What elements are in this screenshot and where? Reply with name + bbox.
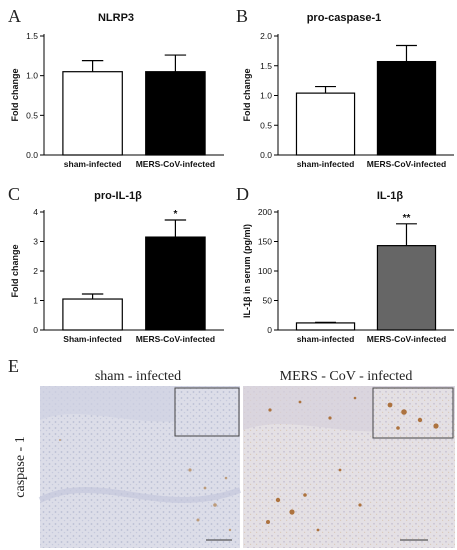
significance-marker: * — [173, 209, 177, 220]
bar — [145, 71, 206, 156]
panel-e: E sham - infected MERS - CoV - infected … — [8, 356, 455, 548]
y-tick-label: 150 — [258, 237, 272, 247]
x-tick-label: sham-infected — [297, 159, 355, 169]
bar — [145, 236, 206, 331]
x-tick-label: MERS-CoV-infected — [136, 334, 215, 344]
x-tick-label: MERS-CoV-infected — [136, 159, 215, 169]
y-tick-label: 100 — [258, 266, 272, 276]
y-tick-label: 0.0 — [260, 150, 272, 160]
bar — [376, 245, 437, 331]
y-tick-label: 4 — [33, 207, 38, 217]
x-tick-label: MERS-CoV-infected — [367, 159, 446, 169]
panel-letter-e: E — [8, 356, 19, 376]
y-axis-label: Fold change — [242, 68, 252, 121]
bar — [62, 71, 123, 156]
panel-letter-b: B — [236, 6, 248, 26]
chart-a: NLRP3 Fold change 0.0 0.5 1.0 1.5 sham-infecte… — [10, 12, 224, 169]
y-tick-label: 0.5 — [260, 120, 272, 130]
panel-d: D IL-1β IL-1β in serum (pg/ml) 0 50 100 150 20… — [236, 184, 454, 344]
panel-c: C pro-IL-1β Fold change 0 1 2 3 4 Sham-infected… — [8, 184, 224, 344]
image-label-mers: MERS - CoV - infected — [280, 369, 413, 384]
x-tick-label: Sham-infected — [63, 334, 122, 344]
panel-letter-c: C — [8, 184, 20, 204]
stain-dots-mers — [266, 396, 439, 532]
y-tick-label: 2 — [33, 266, 38, 276]
chart-title: pro-IL-1β — [94, 190, 142, 202]
micrograph-sham — [38, 386, 242, 548]
bar — [295, 322, 356, 331]
panel-b: B pro-caspase-1 Fold change 0.0 0.5 1.0 1.5 2.… — [236, 6, 454, 169]
chart-c: pro-IL-1β Fold change 0 1 2 3 4 Sham-infected ME… — [10, 190, 224, 344]
y-tick-label: 0.0 — [26, 150, 38, 160]
chart-title: pro-caspase-1 — [307, 12, 382, 24]
bar — [376, 60, 437, 156]
x-tick-label: sham-infected — [64, 159, 122, 169]
panel-letter-d: D — [236, 184, 249, 204]
bar — [62, 298, 123, 331]
y-axis-label: Fold change — [10, 68, 20, 121]
y-tick-label: 200 — [258, 207, 272, 217]
y-tick-label: 1.0 — [260, 91, 272, 101]
y-tick-label: 1 — [33, 296, 38, 306]
image-label-sham: sham - infected — [95, 369, 181, 384]
y-tick-label: 50 — [263, 296, 273, 306]
stain-dots-sham — [59, 439, 232, 532]
y-tick-label: 0 — [33, 325, 38, 335]
chart-d: IL-1β IL-1β in serum (pg/ml) 0 50 100 150 200 s… — [242, 190, 454, 344]
panel-a: A NLRP3 Fold change 0.0 0.5 1.0 1.5 sham-infec… — [8, 6, 224, 169]
bar — [295, 92, 356, 156]
y-tick-label: 0 — [267, 325, 272, 335]
y-axis-label: IL-1β in serum (pg/ml) — [242, 224, 252, 318]
micrograph-mers — [243, 386, 455, 548]
inset-sham — [174, 387, 240, 437]
chart-title: IL-1β — [377, 190, 404, 202]
row-label-caspase-1: caspase - 1 — [13, 436, 28, 497]
y-tick-label: 1.5 — [260, 61, 272, 71]
chart-title: NLRP3 — [98, 12, 134, 24]
chart-b: pro-caspase-1 Fold change 0.0 0.5 1.0 1.5 2.0 s… — [242, 12, 454, 169]
y-tick-label: 1.0 — [26, 71, 38, 81]
panel-letter-a: A — [8, 6, 21, 26]
y-axis-label: Fold change — [10, 244, 20, 297]
y-tick-label: 0.5 — [26, 110, 38, 120]
y-tick-label: 2.0 — [260, 31, 272, 41]
x-tick-label: MERS-CoV-infected — [367, 334, 446, 344]
y-tick-label: 3 — [33, 237, 38, 247]
x-tick-label: sham-infected — [297, 334, 355, 344]
y-tick-label: 1.5 — [26, 31, 38, 41]
significance-marker: ** — [403, 213, 411, 224]
inset-mers — [372, 387, 454, 439]
